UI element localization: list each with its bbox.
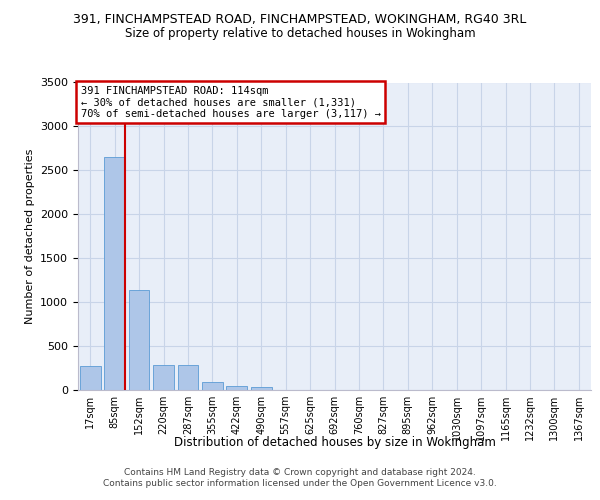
Y-axis label: Number of detached properties: Number of detached properties [25,148,35,324]
Bar [251,387,272,390]
Text: Contains HM Land Registry data © Crown copyright and database right 2024.: Contains HM Land Registry data © Crown c… [124,468,476,477]
Bar [104,157,125,390]
Text: Contains public sector information licensed under the Open Government Licence v3: Contains public sector information licen… [103,480,497,488]
Text: Size of property relative to detached houses in Wokingham: Size of property relative to detached ho… [125,28,475,40]
Text: 391 FINCHAMPSTEAD ROAD: 114sqm
← 30% of detached houses are smaller (1,331)
70% : 391 FINCHAMPSTEAD ROAD: 114sqm ← 30% of … [80,86,380,119]
Text: Distribution of detached houses by size in Wokingham: Distribution of detached houses by size … [174,436,496,449]
Bar [178,365,199,390]
Bar [128,290,149,390]
Bar [153,365,174,390]
Text: 391, FINCHAMPSTEAD ROAD, FINCHAMPSTEAD, WOKINGHAM, RG40 3RL: 391, FINCHAMPSTEAD ROAD, FINCHAMPSTEAD, … [73,12,527,26]
Bar [226,386,247,390]
Bar [80,366,101,390]
Bar [202,382,223,390]
